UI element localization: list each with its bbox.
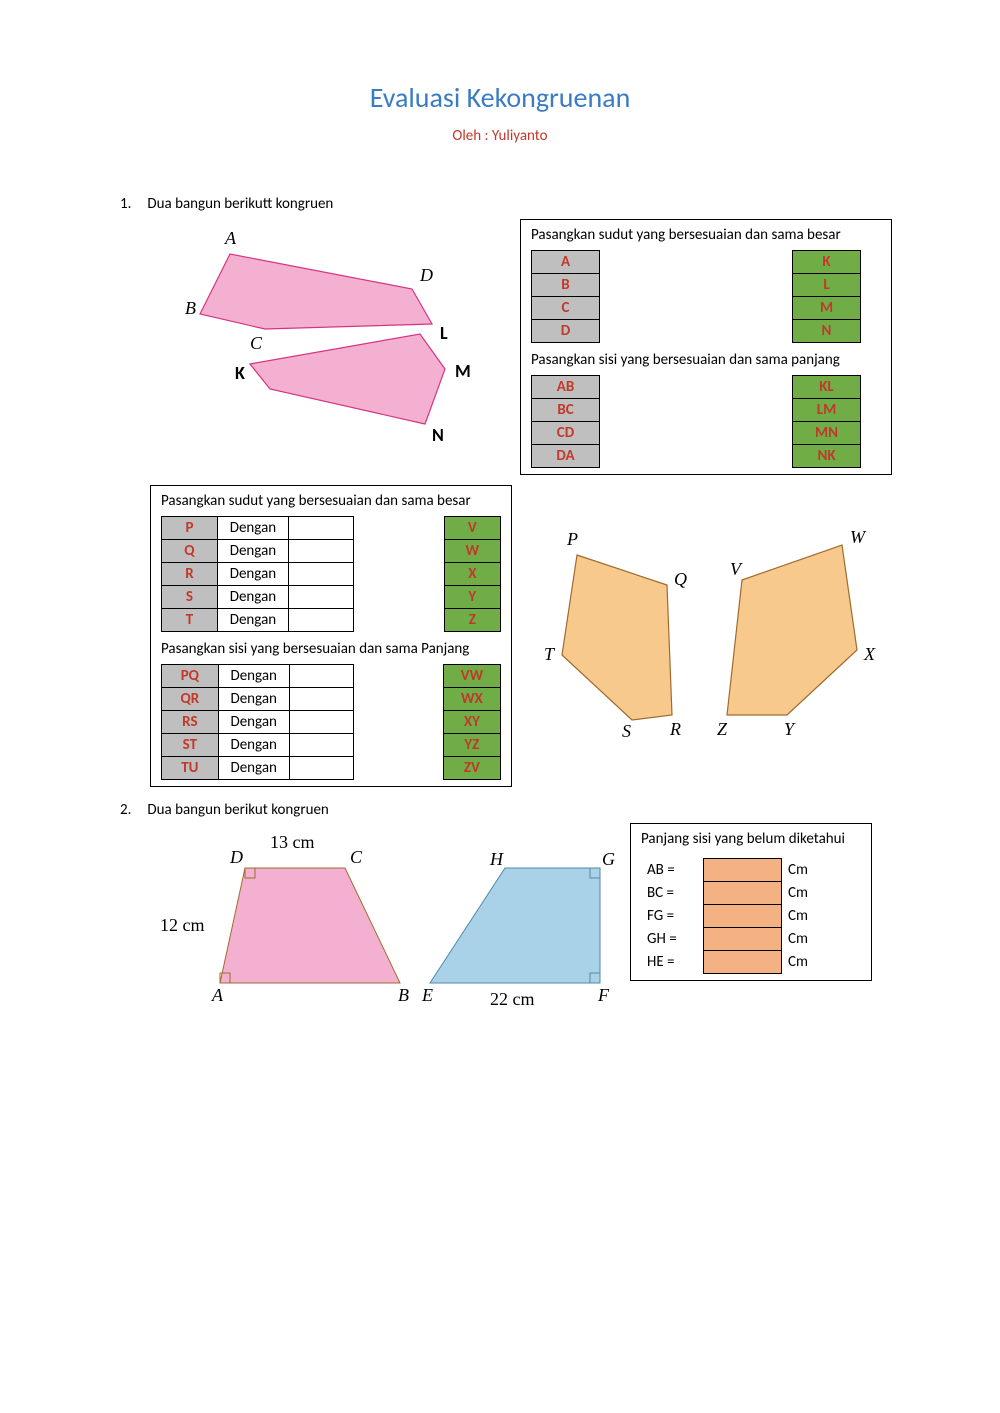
- q1-box-right: Pasangkan sudut yang bersesuaian dan sam…: [520, 219, 892, 475]
- q1l-table1: PDenganV QDenganW RDenganX SDenganY TDen…: [161, 516, 501, 632]
- svg-text:E: E: [421, 985, 433, 1005]
- q1l-table2: PQDenganVW QRDenganWX RSDenganXY STDenga…: [161, 664, 501, 780]
- svg-text:G: G: [602, 849, 615, 869]
- q1-figure-2: P Q R S T V W X Y Z: [532, 515, 892, 775]
- svg-text:Z: Z: [717, 719, 728, 739]
- svg-text:R: R: [669, 719, 681, 739]
- svg-text:H: H: [489, 849, 504, 869]
- svg-text:V: V: [730, 559, 743, 579]
- svg-text:D: D: [229, 847, 243, 867]
- q1r-h1: Pasangkan sudut yang bersesuaian dan sam…: [531, 226, 881, 244]
- svg-text:S: S: [622, 721, 631, 741]
- svg-text:F: F: [597, 985, 610, 1005]
- q1r-table1: AK BL CM DN: [531, 250, 861, 343]
- q1l-h1: Pasangkan sudut yang bersesuaian dan sam…: [161, 492, 501, 510]
- q1-figure-1: A B C D K L M N: [150, 219, 490, 449]
- q1-text: Dua bangun berikutt kongruen: [147, 195, 333, 213]
- svg-text:13 cm: 13 cm: [270, 832, 315, 852]
- svg-text:T: T: [544, 644, 556, 664]
- svg-text:B: B: [185, 298, 196, 318]
- svg-text:A: A: [224, 228, 237, 248]
- svg-text:W: W: [850, 527, 867, 547]
- q1-box-left: Pasangkan sudut yang bersesuaian dan sam…: [150, 485, 512, 787]
- svg-text:M: M: [455, 360, 471, 382]
- svg-text:B: B: [398, 985, 409, 1005]
- q2-number: 2.: [120, 801, 144, 819]
- svg-text:Y: Y: [784, 719, 796, 739]
- q2-text: Dua bangun berikut kongruen: [147, 801, 328, 819]
- svg-text:P: P: [566, 529, 578, 549]
- q2-figure: D C A B 13 cm 12 cm E F G H 22 cm: [150, 823, 620, 1013]
- q1r-table2: ABKL BCLM CDMN DANK: [531, 375, 861, 468]
- page-title: Evaluasi Kekongruenan: [90, 80, 910, 115]
- svg-text:K: K: [235, 362, 245, 384]
- svg-text:22 cm: 22 cm: [490, 989, 535, 1009]
- q1-number: 1.: [120, 195, 144, 213]
- q1l-h2: Pasangkan sisi yang bersesuaian dan sama…: [161, 640, 501, 658]
- svg-text:C: C: [250, 333, 263, 353]
- svg-text:L: L: [440, 322, 448, 344]
- q2-box: Panjang sisi yang belum diketahui AB =Cm…: [630, 823, 872, 981]
- q2-box-h: Panjang sisi yang belum diketahui: [641, 830, 861, 848]
- svg-text:N: N: [432, 424, 444, 446]
- svg-text:C: C: [350, 847, 363, 867]
- svg-text:A: A: [211, 985, 224, 1005]
- svg-text:Q: Q: [674, 569, 687, 589]
- svg-text:X: X: [863, 644, 876, 664]
- author: Oleh : Yuliyanto: [90, 127, 910, 145]
- q1r-h2: Pasangkan sisi yang bersesuaian dan sama…: [531, 351, 881, 369]
- svg-text:12 cm: 12 cm: [160, 915, 205, 935]
- q2-table: AB =Cm BC =Cm FG =Cm GH =Cm HE =Cm: [641, 858, 834, 974]
- svg-text:D: D: [419, 265, 433, 285]
